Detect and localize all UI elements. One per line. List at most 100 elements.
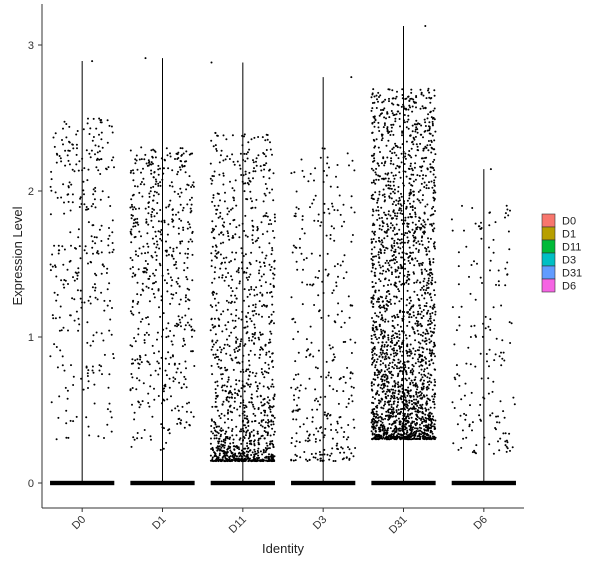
data-point xyxy=(395,204,397,207)
data-point xyxy=(177,211,180,214)
data-point xyxy=(404,388,407,391)
data-point xyxy=(225,430,227,433)
data-point xyxy=(418,243,421,246)
data-point xyxy=(67,149,70,152)
data-point xyxy=(178,381,181,384)
data-point xyxy=(397,157,400,160)
data-point xyxy=(220,443,223,446)
data-point xyxy=(182,337,185,340)
data-point xyxy=(190,210,193,212)
data-point xyxy=(78,206,81,208)
data-point xyxy=(372,413,375,416)
data-point xyxy=(500,304,503,307)
data-point xyxy=(393,314,396,317)
data-point xyxy=(210,182,213,185)
data-point xyxy=(106,423,109,426)
data-point xyxy=(431,122,434,125)
data-point xyxy=(266,444,269,447)
data-point xyxy=(131,306,134,308)
data-point xyxy=(221,217,224,220)
data-point xyxy=(405,403,408,406)
data-point xyxy=(91,286,94,289)
data-point xyxy=(224,457,227,460)
data-point xyxy=(54,317,57,320)
data-point xyxy=(134,225,137,228)
data-point xyxy=(319,254,321,257)
data-point xyxy=(433,438,436,440)
data-point xyxy=(76,130,79,132)
data-point xyxy=(373,233,376,236)
data-point xyxy=(159,231,162,233)
data-point xyxy=(267,223,270,226)
data-point xyxy=(386,300,389,302)
data-point xyxy=(242,435,245,438)
data-point xyxy=(416,404,419,407)
data-point xyxy=(243,326,246,329)
data-point xyxy=(132,225,135,228)
data-point xyxy=(147,159,150,162)
data-point xyxy=(431,307,434,309)
data-point xyxy=(373,359,376,361)
data-point xyxy=(78,160,81,163)
data-point xyxy=(401,341,404,344)
data-point xyxy=(414,237,417,240)
data-point xyxy=(505,450,508,453)
data-point xyxy=(380,423,383,426)
data-point xyxy=(269,408,272,411)
data-point xyxy=(391,97,394,100)
data-point xyxy=(422,437,425,440)
data-point xyxy=(427,398,430,401)
data-point xyxy=(382,319,384,322)
data-point xyxy=(64,279,67,282)
data-point xyxy=(233,348,236,351)
data-point xyxy=(400,383,403,386)
data-point xyxy=(430,116,433,119)
data-point xyxy=(379,307,382,309)
data-point xyxy=(406,394,409,397)
data-point xyxy=(333,209,336,211)
data-point xyxy=(224,261,226,264)
data-point xyxy=(375,438,378,441)
data-point xyxy=(386,247,389,250)
data-point xyxy=(506,447,509,450)
data-point xyxy=(469,292,472,295)
data-point xyxy=(422,288,425,291)
data-point xyxy=(398,197,401,199)
data-point xyxy=(250,460,253,463)
data-point xyxy=(218,233,221,236)
data-point xyxy=(172,334,175,337)
data-point xyxy=(227,447,230,450)
data-point xyxy=(243,299,245,302)
data-point xyxy=(265,431,267,434)
data-point xyxy=(175,280,178,283)
data-point xyxy=(223,384,226,387)
data-point xyxy=(232,456,235,459)
data-point xyxy=(243,410,246,413)
data-point xyxy=(434,210,436,212)
data-point xyxy=(463,412,466,415)
data-point xyxy=(350,352,353,354)
data-point xyxy=(381,216,383,219)
data-point xyxy=(147,251,149,254)
data-point xyxy=(100,240,103,242)
data-point xyxy=(185,276,188,278)
data-point xyxy=(422,94,425,97)
data-point xyxy=(266,434,269,437)
data-point xyxy=(391,430,394,433)
data-point xyxy=(400,297,403,300)
data-point xyxy=(461,429,464,432)
data-point xyxy=(241,222,244,225)
data-point xyxy=(405,279,408,282)
data-point xyxy=(72,276,74,279)
data-point xyxy=(401,424,404,427)
data-point xyxy=(177,170,179,173)
data-point xyxy=(410,305,413,308)
data-point xyxy=(68,181,71,184)
data-point xyxy=(408,255,411,258)
data-point xyxy=(402,119,405,122)
data-point xyxy=(504,216,506,219)
data-point xyxy=(397,200,400,203)
data-point xyxy=(383,379,386,382)
data-point xyxy=(215,245,218,248)
data-point xyxy=(251,310,254,313)
